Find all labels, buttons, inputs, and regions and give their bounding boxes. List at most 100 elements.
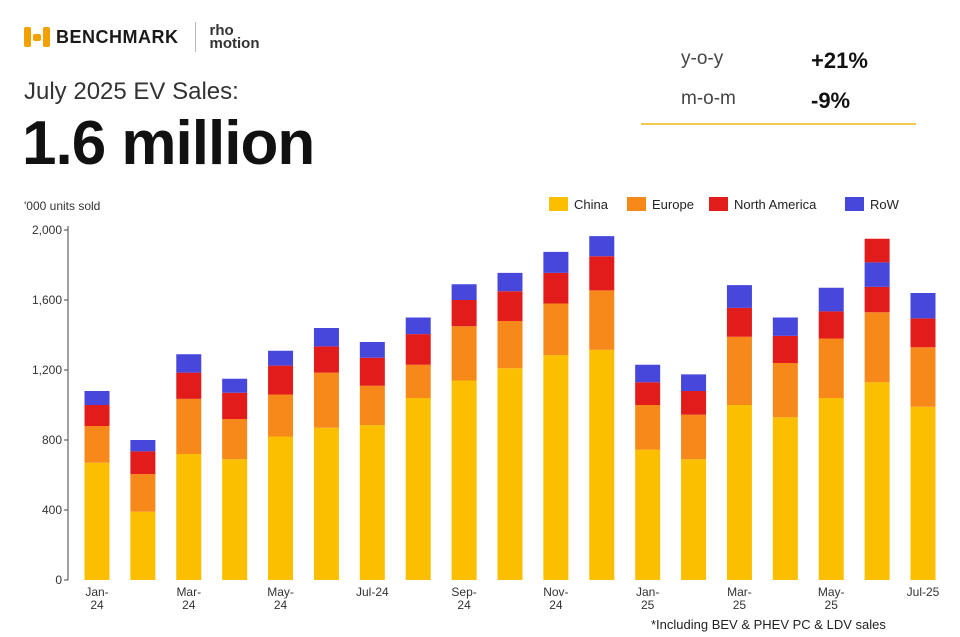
bar-segment: [359, 342, 385, 358]
bar-segment: [268, 436, 294, 580]
bar-segment: [635, 364, 661, 383]
bar-segment: [864, 312, 890, 383]
stat-label-yoy: y-o-y: [681, 48, 724, 69]
x-tick-label: Sep-: [451, 585, 476, 599]
bar-segment: [910, 347, 936, 407]
bar-segment: [497, 321, 523, 369]
bar-segment: [268, 350, 294, 366]
bar-segment: [864, 382, 890, 580]
bar-segment-extra: [864, 238, 890, 263]
partner-logo: rho motion: [210, 23, 260, 51]
bar-segment: [497, 291, 523, 321]
bar-segment: [864, 286, 890, 313]
units-label: '000 units sold: [24, 199, 100, 213]
bar-segment: [222, 378, 248, 393]
bar-segment: [497, 368, 523, 580]
bar-segment: [772, 335, 798, 363]
bar-segment: [176, 398, 202, 454]
bar-segment: [84, 462, 110, 580]
y-tick-label: 2,000: [32, 223, 62, 237]
bar-segment: [84, 426, 110, 463]
bar-segment: [589, 349, 615, 580]
y-tick-label: 1,200: [32, 363, 62, 377]
x-tick-label: 24: [549, 598, 563, 612]
legend-swatch: [549, 197, 568, 211]
legend-label: Europe: [652, 197, 694, 212]
y-tick-label: 400: [42, 503, 62, 517]
bar-segment: [772, 317, 798, 336]
bar-segment: [726, 307, 752, 337]
bar-segment: [84, 405, 110, 426]
bar-segment: [451, 284, 477, 300]
bar-segment: [543, 303, 569, 356]
bar-segment: [681, 391, 707, 415]
bar-segment: [176, 454, 202, 580]
stat-value-mom: -9%: [811, 88, 851, 113]
x-tick-label: 24: [182, 598, 196, 612]
bar-segment: [176, 372, 202, 399]
x-tick-label: May-: [818, 585, 845, 599]
benchmark-logo-icon: [24, 25, 50, 49]
bar-segment: [818, 287, 844, 312]
stats-panel: y-o-y +21% m-o-m -9%: [641, 44, 916, 125]
logo-divider: [194, 22, 196, 52]
y-tick-label: 1,600: [32, 293, 62, 307]
legend-label: China: [574, 197, 609, 212]
bar-segment: [726, 285, 752, 308]
legend-swatch: [845, 197, 864, 211]
bar-segment: [359, 425, 385, 580]
bar-segment: [313, 372, 339, 428]
x-tick-label: 25: [825, 598, 839, 612]
bar-segment: [130, 451, 156, 475]
bar-segment: [818, 398, 844, 580]
bar-segment: [864, 262, 890, 287]
bar-segment: [589, 256, 615, 291]
x-tick-label: Jan-: [85, 585, 108, 599]
stat-row-mom: m-o-m -9%: [641, 88, 916, 118]
bar-segment: [405, 364, 431, 398]
bar-segment: [818, 338, 844, 398]
x-tick-label: 24: [90, 598, 104, 612]
stat-label-mom: m-o-m: [681, 88, 736, 109]
bar-segment: [313, 328, 339, 347]
bar-segment: [635, 382, 661, 405]
logo-row: BENCHMARK rho motion: [24, 22, 260, 52]
bar-segment: [130, 440, 156, 452]
bar-segment: [222, 459, 248, 580]
bar-segment: [405, 334, 431, 365]
bar-segment: [726, 336, 752, 405]
y-tick-label: 800: [42, 433, 62, 447]
bar-segment: [589, 236, 615, 257]
legend-label: North America: [734, 197, 817, 212]
bar-segment: [543, 355, 569, 580]
bar-segment: [910, 406, 936, 580]
bar-segment: [222, 392, 248, 419]
x-tick-label: Jul-24: [356, 585, 389, 599]
bar-segment: [451, 300, 477, 327]
bar-segment: [130, 511, 156, 580]
bar-segment: [84, 391, 110, 405]
x-tick-label: Mar-: [727, 585, 752, 599]
bar-segment: [451, 380, 477, 580]
bar-segment: [268, 365, 294, 395]
bar-segment: [130, 474, 156, 512]
stat-row-yoy: y-o-y +21%: [641, 48, 916, 78]
bar-segment: [772, 363, 798, 418]
subtitle: July 2025 EV Sales:: [24, 78, 239, 105]
bar-segment: [451, 326, 477, 381]
bar-segment: [497, 272, 523, 292]
bar-segment: [818, 311, 844, 339]
x-tick-label: 24: [457, 598, 471, 612]
bar-segment: [268, 394, 294, 437]
headline-value: 1.6 million: [22, 109, 315, 178]
x-tick-label: 25: [733, 598, 747, 612]
bar-segment: [635, 449, 661, 580]
bar-segment: [910, 318, 936, 348]
bar-segment: [313, 427, 339, 580]
y-tick-label: 0: [55, 573, 62, 587]
bar-segment: [405, 317, 431, 335]
bar-segment: [635, 405, 661, 450]
bar-segment: [222, 419, 248, 460]
bar-segment: [405, 398, 431, 580]
